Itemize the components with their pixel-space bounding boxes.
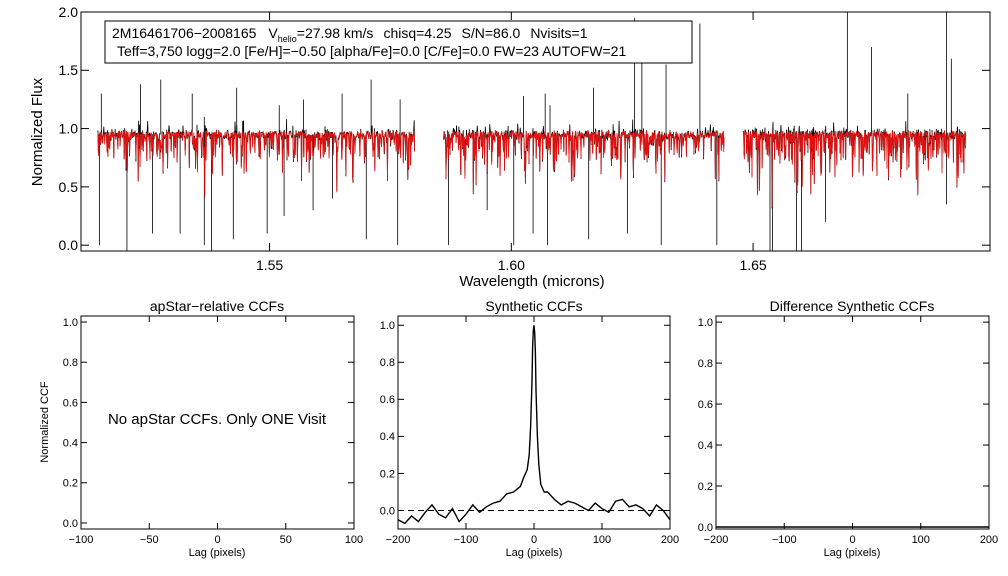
xtick-label: 100 bbox=[345, 534, 363, 546]
ytick-label: 0.0 bbox=[59, 237, 79, 253]
observed-spectrum bbox=[97, 12, 967, 251]
synthetic-ccf-lines bbox=[397, 325, 671, 525]
spectrum-panel: 1.55 1.60 1.65 0.0 0.5 1.0 1.5 2.0 2M16461706−2… bbox=[29, 4, 991, 290]
ytick-label: 1.5 bbox=[59, 62, 79, 78]
xtick-label: 0 bbox=[214, 534, 220, 546]
ytick-label: 0.2 bbox=[63, 478, 78, 490]
xtick-label: 50 bbox=[280, 534, 292, 546]
chisq-value: chisq=4.25 bbox=[383, 25, 451, 41]
apstar-ccf-xlabel: Lag (pixels) bbox=[189, 547, 246, 559]
synthetic-ccf-panel: Synthetic CCFs Lag (pixels) −200 −100 0 100… bbox=[380, 298, 679, 559]
xtick-label: 200 bbox=[661, 534, 679, 546]
ytick-label: 0.2 bbox=[380, 468, 395, 480]
xtick-label: −100 bbox=[454, 534, 479, 546]
difference-ccf-axes-frame bbox=[715, 315, 990, 530]
apstar-ccf-panel: apStar−relative CCFs No apStar CCFs. Onl… bbox=[39, 298, 363, 559]
difference-ccf-panel: Difference Synthetic CCFs Lag (pixels) −… bbox=[698, 298, 998, 559]
xtick-label: −50 bbox=[140, 534, 159, 546]
spectrum-axes-frame bbox=[80, 11, 991, 252]
model-spectrum-chip-red bbox=[743, 130, 967, 208]
sn-value: S/N=86.0 bbox=[462, 25, 521, 41]
ytick-label: 0.0 bbox=[63, 518, 78, 530]
apstar-ccf-note: No apStar CCFs. Only ONE Visit bbox=[108, 411, 327, 428]
difference-ccf-title: Difference Synthetic CCFs bbox=[770, 298, 935, 314]
ytick-label: 0.6 bbox=[380, 394, 395, 406]
observed-spectrum-chip-green bbox=[443, 119, 725, 195]
synthetic-ccf-title: Synthetic CCFs bbox=[485, 298, 582, 314]
ytick-label: 0.6 bbox=[63, 397, 78, 409]
ytick-label: 0.6 bbox=[698, 399, 713, 411]
xtick-label: −200 bbox=[386, 534, 411, 546]
spectrum-info-line1: 2M16461706−2008165 Vhelio=27.98 km/s chisq… bbox=[112, 25, 588, 44]
model-spectrum bbox=[97, 129, 967, 208]
difference-ccf-ticks: −200 −100 0 100 200 0.0 0.2 0.4 0.6 0.8 1.0 bbox=[698, 316, 998, 546]
ytick-label: 1.0 bbox=[380, 320, 395, 332]
ytick-label: 1.0 bbox=[59, 120, 79, 136]
vhelio-subscript: helio bbox=[278, 34, 297, 44]
apstar-ccf-ticks: −100 −50 0 50 100 0.0 0.2 0.4 0.6 0.8 1.0 bbox=[63, 316, 363, 546]
apstar-ccf-title: apStar−relative CCFs bbox=[150, 298, 284, 314]
ytick-label: 0.5 bbox=[59, 179, 79, 195]
model-spectrum-chip-blue bbox=[97, 129, 415, 198]
synthetic-ccf-ticks: −200 −100 0 100 200 0.0 0.2 0.4 0.6 0.8 1.0 bbox=[380, 316, 679, 546]
nvisits-value: Nvisits=1 bbox=[530, 25, 587, 41]
model-spectrum-chip-green bbox=[443, 129, 725, 194]
ytick-label: 2.0 bbox=[59, 4, 79, 20]
observed-spectrum-chip-blue bbox=[97, 119, 415, 195]
xtick-label: 100 bbox=[912, 534, 930, 546]
ytick-label: 0.4 bbox=[698, 440, 713, 452]
spectrum-info-line2: Teff=3,750 logg=2.0 [Fe/H]=−0.50 [alpha/… bbox=[117, 43, 626, 59]
synthetic-ccf-axes-frame bbox=[397, 315, 671, 530]
xtick-label: −100 bbox=[772, 534, 797, 546]
vhelio-value: =27.98 km/s bbox=[297, 25, 374, 41]
spectrum-xlabel: Wavelength (microns) bbox=[459, 273, 604, 290]
ytick-label: 0.8 bbox=[380, 357, 395, 369]
xtick-label: 0 bbox=[849, 534, 855, 546]
xtick-label: 1.55 bbox=[256, 257, 283, 273]
apstar-ccf-ylabel: Normalized CCF bbox=[39, 381, 51, 463]
ytick-label: 0.8 bbox=[63, 357, 78, 369]
xtick-label: 100 bbox=[593, 534, 611, 546]
spectrum-ticks: 1.55 1.60 1.65 0.0 0.5 1.0 1.5 2.0 bbox=[59, 4, 990, 273]
xtick-label: 0 bbox=[531, 534, 537, 546]
xtick-label: 1.60 bbox=[498, 257, 525, 273]
synthetic-ccf-line bbox=[397, 325, 671, 525]
spectrum-info-box bbox=[104, 20, 693, 64]
ytick-label: 0.4 bbox=[63, 437, 78, 449]
ytick-label: 1.0 bbox=[698, 317, 713, 329]
ytick-label: 0.8 bbox=[698, 358, 713, 370]
ytick-label: 0.0 bbox=[380, 505, 395, 517]
ytick-label: 0.4 bbox=[380, 431, 395, 443]
ytick-label: 1.0 bbox=[63, 317, 78, 329]
xtick-label: 1.65 bbox=[739, 257, 766, 273]
xtick-label: −100 bbox=[69, 534, 94, 546]
ytick-label: 0.2 bbox=[698, 481, 713, 493]
synthetic-ccf-xlabel: Lag (pixels) bbox=[506, 547, 563, 559]
ytick-label: 0.0 bbox=[698, 522, 713, 534]
spectrum-ylabel: Normalized Flux bbox=[29, 77, 46, 186]
difference-ccf-xlabel: Lag (pixels) bbox=[824, 547, 881, 559]
xtick-label: 200 bbox=[980, 534, 998, 546]
vhelio-symbol: V bbox=[268, 25, 278, 41]
star-id: 2M16461706−2008165 bbox=[112, 25, 257, 41]
xtick-label: −200 bbox=[704, 534, 729, 546]
